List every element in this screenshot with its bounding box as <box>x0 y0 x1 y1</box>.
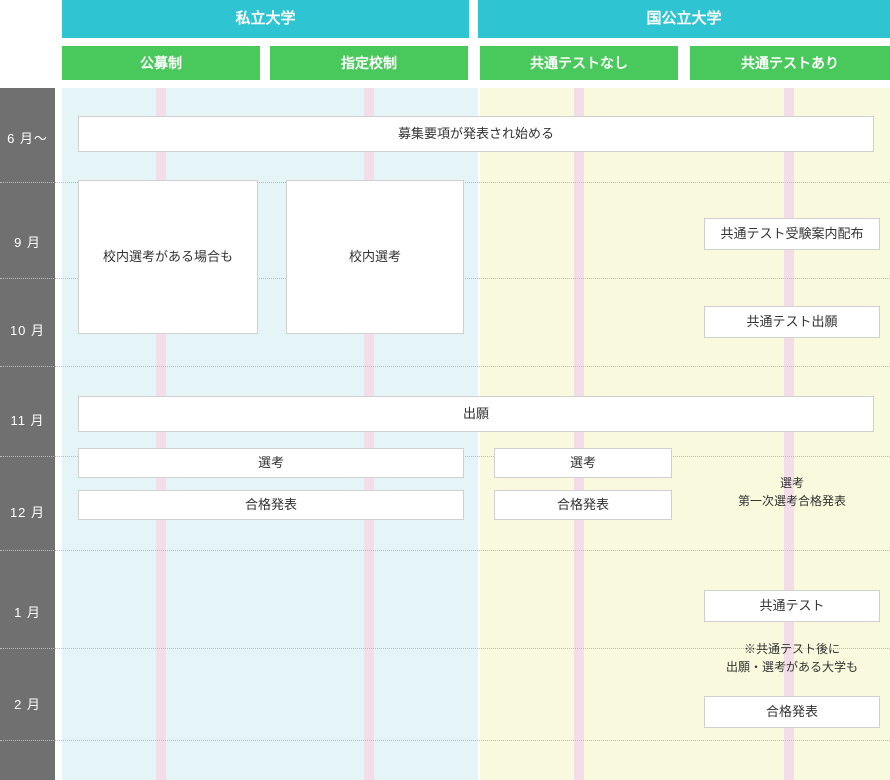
hdr2-0: 公募制 <box>62 46 260 80</box>
note-after-ct: ※共通テスト後に出願・選考がある大学も <box>700 640 884 676</box>
shutsugan: 出願 <box>78 396 874 432</box>
month-label-3: 11 月 <box>0 410 55 429</box>
month-label-0: 6 月～ <box>0 128 55 147</box>
divider-2 <box>0 366 890 367</box>
month-sidebar <box>0 88 55 780</box>
month-label-1: 9 月 <box>0 232 55 251</box>
hdr2-2: 共通テストなし <box>480 46 678 80</box>
ct-guide: 共通テスト受験案内配布 <box>704 218 880 250</box>
ct-apply: 共通テスト出願 <box>704 306 880 338</box>
hdr1-national: 国公立大学 <box>478 0 890 38</box>
stripe-3 <box>784 88 794 780</box>
month-label-6: 2 月 <box>0 694 55 713</box>
bg-national <box>480 88 890 780</box>
divider-4 <box>0 550 890 551</box>
stripe-2 <box>574 88 584 780</box>
senkou-nat1: 選考 <box>494 448 672 478</box>
month-label-5: 1 月 <box>0 602 55 621</box>
note-senkou-ct: 選考第一次選考合格発表 <box>700 474 884 510</box>
schedule-diagram: 私立大学 国公立大学 公募制 指定校制 共通テストなし 共通テストあり 6 月～… <box>0 0 890 780</box>
kounai: 校内選考 <box>286 180 464 334</box>
senkou-priv: 選考 <box>78 448 464 478</box>
divider-6 <box>0 740 890 741</box>
common-test: 共通テスト <box>704 590 880 622</box>
month-label-2: 10 月 <box>0 320 55 339</box>
hdr2-1: 指定校制 <box>270 46 468 80</box>
goukaku-priv: 合格発表 <box>78 490 464 520</box>
kounai-maybe: 校内選考がある場合も <box>78 180 258 334</box>
announce: 募集要項が発表され始める <box>78 116 874 152</box>
month-label-4: 12 月 <box>0 502 55 521</box>
goukaku-nat1: 合格発表 <box>494 490 672 520</box>
hdr2-3: 共通テストあり <box>690 46 890 80</box>
hdr1-private: 私立大学 <box>62 0 469 38</box>
goukaku-nat2: 合格発表 <box>704 696 880 728</box>
